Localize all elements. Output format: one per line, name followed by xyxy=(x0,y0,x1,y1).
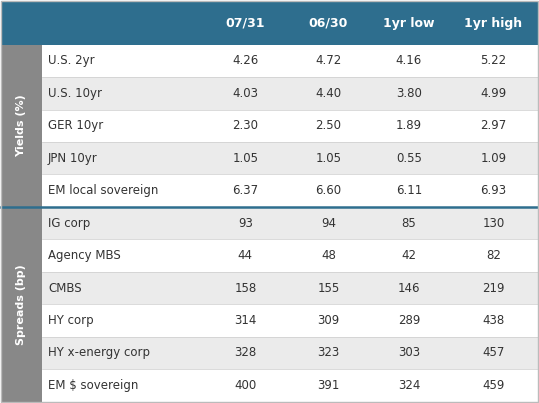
Text: 328: 328 xyxy=(234,347,257,359)
Text: 93: 93 xyxy=(238,216,253,230)
Text: IG corp: IG corp xyxy=(48,216,91,230)
Text: 6.60: 6.60 xyxy=(315,184,342,197)
Bar xyxy=(42,369,537,402)
Text: 42: 42 xyxy=(402,249,417,262)
Text: 438: 438 xyxy=(482,314,505,327)
Text: U.S. 2yr: U.S. 2yr xyxy=(48,54,95,67)
Text: 459: 459 xyxy=(482,379,505,392)
Bar xyxy=(2,45,42,207)
Text: 5.22: 5.22 xyxy=(480,54,507,67)
Text: 303: 303 xyxy=(398,347,420,359)
Text: Yields (%): Yields (%) xyxy=(17,94,26,157)
Text: 48: 48 xyxy=(321,249,336,262)
Text: 94: 94 xyxy=(321,216,336,230)
Text: GER 10yr: GER 10yr xyxy=(48,119,103,132)
Text: 155: 155 xyxy=(317,282,340,295)
Text: EM $ sovereign: EM $ sovereign xyxy=(48,379,139,392)
Bar xyxy=(42,77,537,110)
Bar xyxy=(42,142,537,174)
Text: 1.89: 1.89 xyxy=(396,119,422,132)
Text: 6.11: 6.11 xyxy=(396,184,422,197)
Text: 219: 219 xyxy=(482,282,505,295)
Text: 07/31: 07/31 xyxy=(226,17,265,29)
Bar xyxy=(42,45,537,77)
Text: 146: 146 xyxy=(398,282,420,295)
Text: 2.50: 2.50 xyxy=(315,119,342,132)
Bar xyxy=(42,239,537,272)
Text: Spreads (bp): Spreads (bp) xyxy=(17,264,26,345)
Text: 1yr low: 1yr low xyxy=(383,17,434,29)
Text: 4.03: 4.03 xyxy=(232,87,258,100)
Text: 1yr high: 1yr high xyxy=(464,17,522,29)
Text: 309: 309 xyxy=(317,314,340,327)
Text: HY corp: HY corp xyxy=(48,314,94,327)
Text: 3.80: 3.80 xyxy=(396,87,422,100)
Text: 2.97: 2.97 xyxy=(480,119,507,132)
Text: 4.40: 4.40 xyxy=(315,87,342,100)
Text: 1.05: 1.05 xyxy=(232,152,258,165)
Text: JPN 10yr: JPN 10yr xyxy=(48,152,98,165)
Text: 4.72: 4.72 xyxy=(315,54,342,67)
Bar xyxy=(42,110,537,142)
Bar xyxy=(42,304,537,337)
Text: 130: 130 xyxy=(482,216,505,230)
Bar xyxy=(42,272,537,304)
Text: 4.26: 4.26 xyxy=(232,54,259,67)
Text: 4.99: 4.99 xyxy=(480,87,507,100)
Text: 324: 324 xyxy=(398,379,420,392)
Text: U.S. 10yr: U.S. 10yr xyxy=(48,87,102,100)
Text: 44: 44 xyxy=(238,249,253,262)
Text: 2.30: 2.30 xyxy=(232,119,258,132)
Text: 457: 457 xyxy=(482,347,505,359)
Text: 314: 314 xyxy=(234,314,257,327)
Text: 400: 400 xyxy=(234,379,257,392)
Bar xyxy=(42,174,537,207)
Text: EM local sovereign: EM local sovereign xyxy=(48,184,158,197)
Bar xyxy=(42,337,537,369)
Text: CMBS: CMBS xyxy=(48,282,82,295)
Text: 85: 85 xyxy=(402,216,416,230)
Text: HY x-energy corp: HY x-energy corp xyxy=(48,347,150,359)
Text: 6.37: 6.37 xyxy=(232,184,258,197)
Bar xyxy=(42,207,537,239)
Text: Agency MBS: Agency MBS xyxy=(48,249,121,262)
Text: 1.05: 1.05 xyxy=(315,152,342,165)
Text: 289: 289 xyxy=(398,314,420,327)
Text: 323: 323 xyxy=(317,347,340,359)
Text: 6.93: 6.93 xyxy=(480,184,507,197)
Text: 0.55: 0.55 xyxy=(396,152,422,165)
Text: 4.16: 4.16 xyxy=(396,54,422,67)
Text: 391: 391 xyxy=(317,379,340,392)
Text: 82: 82 xyxy=(486,249,501,262)
Text: 06/30: 06/30 xyxy=(309,17,348,29)
Bar xyxy=(2,1,537,45)
Text: 1.09: 1.09 xyxy=(480,152,507,165)
Text: 158: 158 xyxy=(234,282,257,295)
Bar xyxy=(2,207,42,402)
